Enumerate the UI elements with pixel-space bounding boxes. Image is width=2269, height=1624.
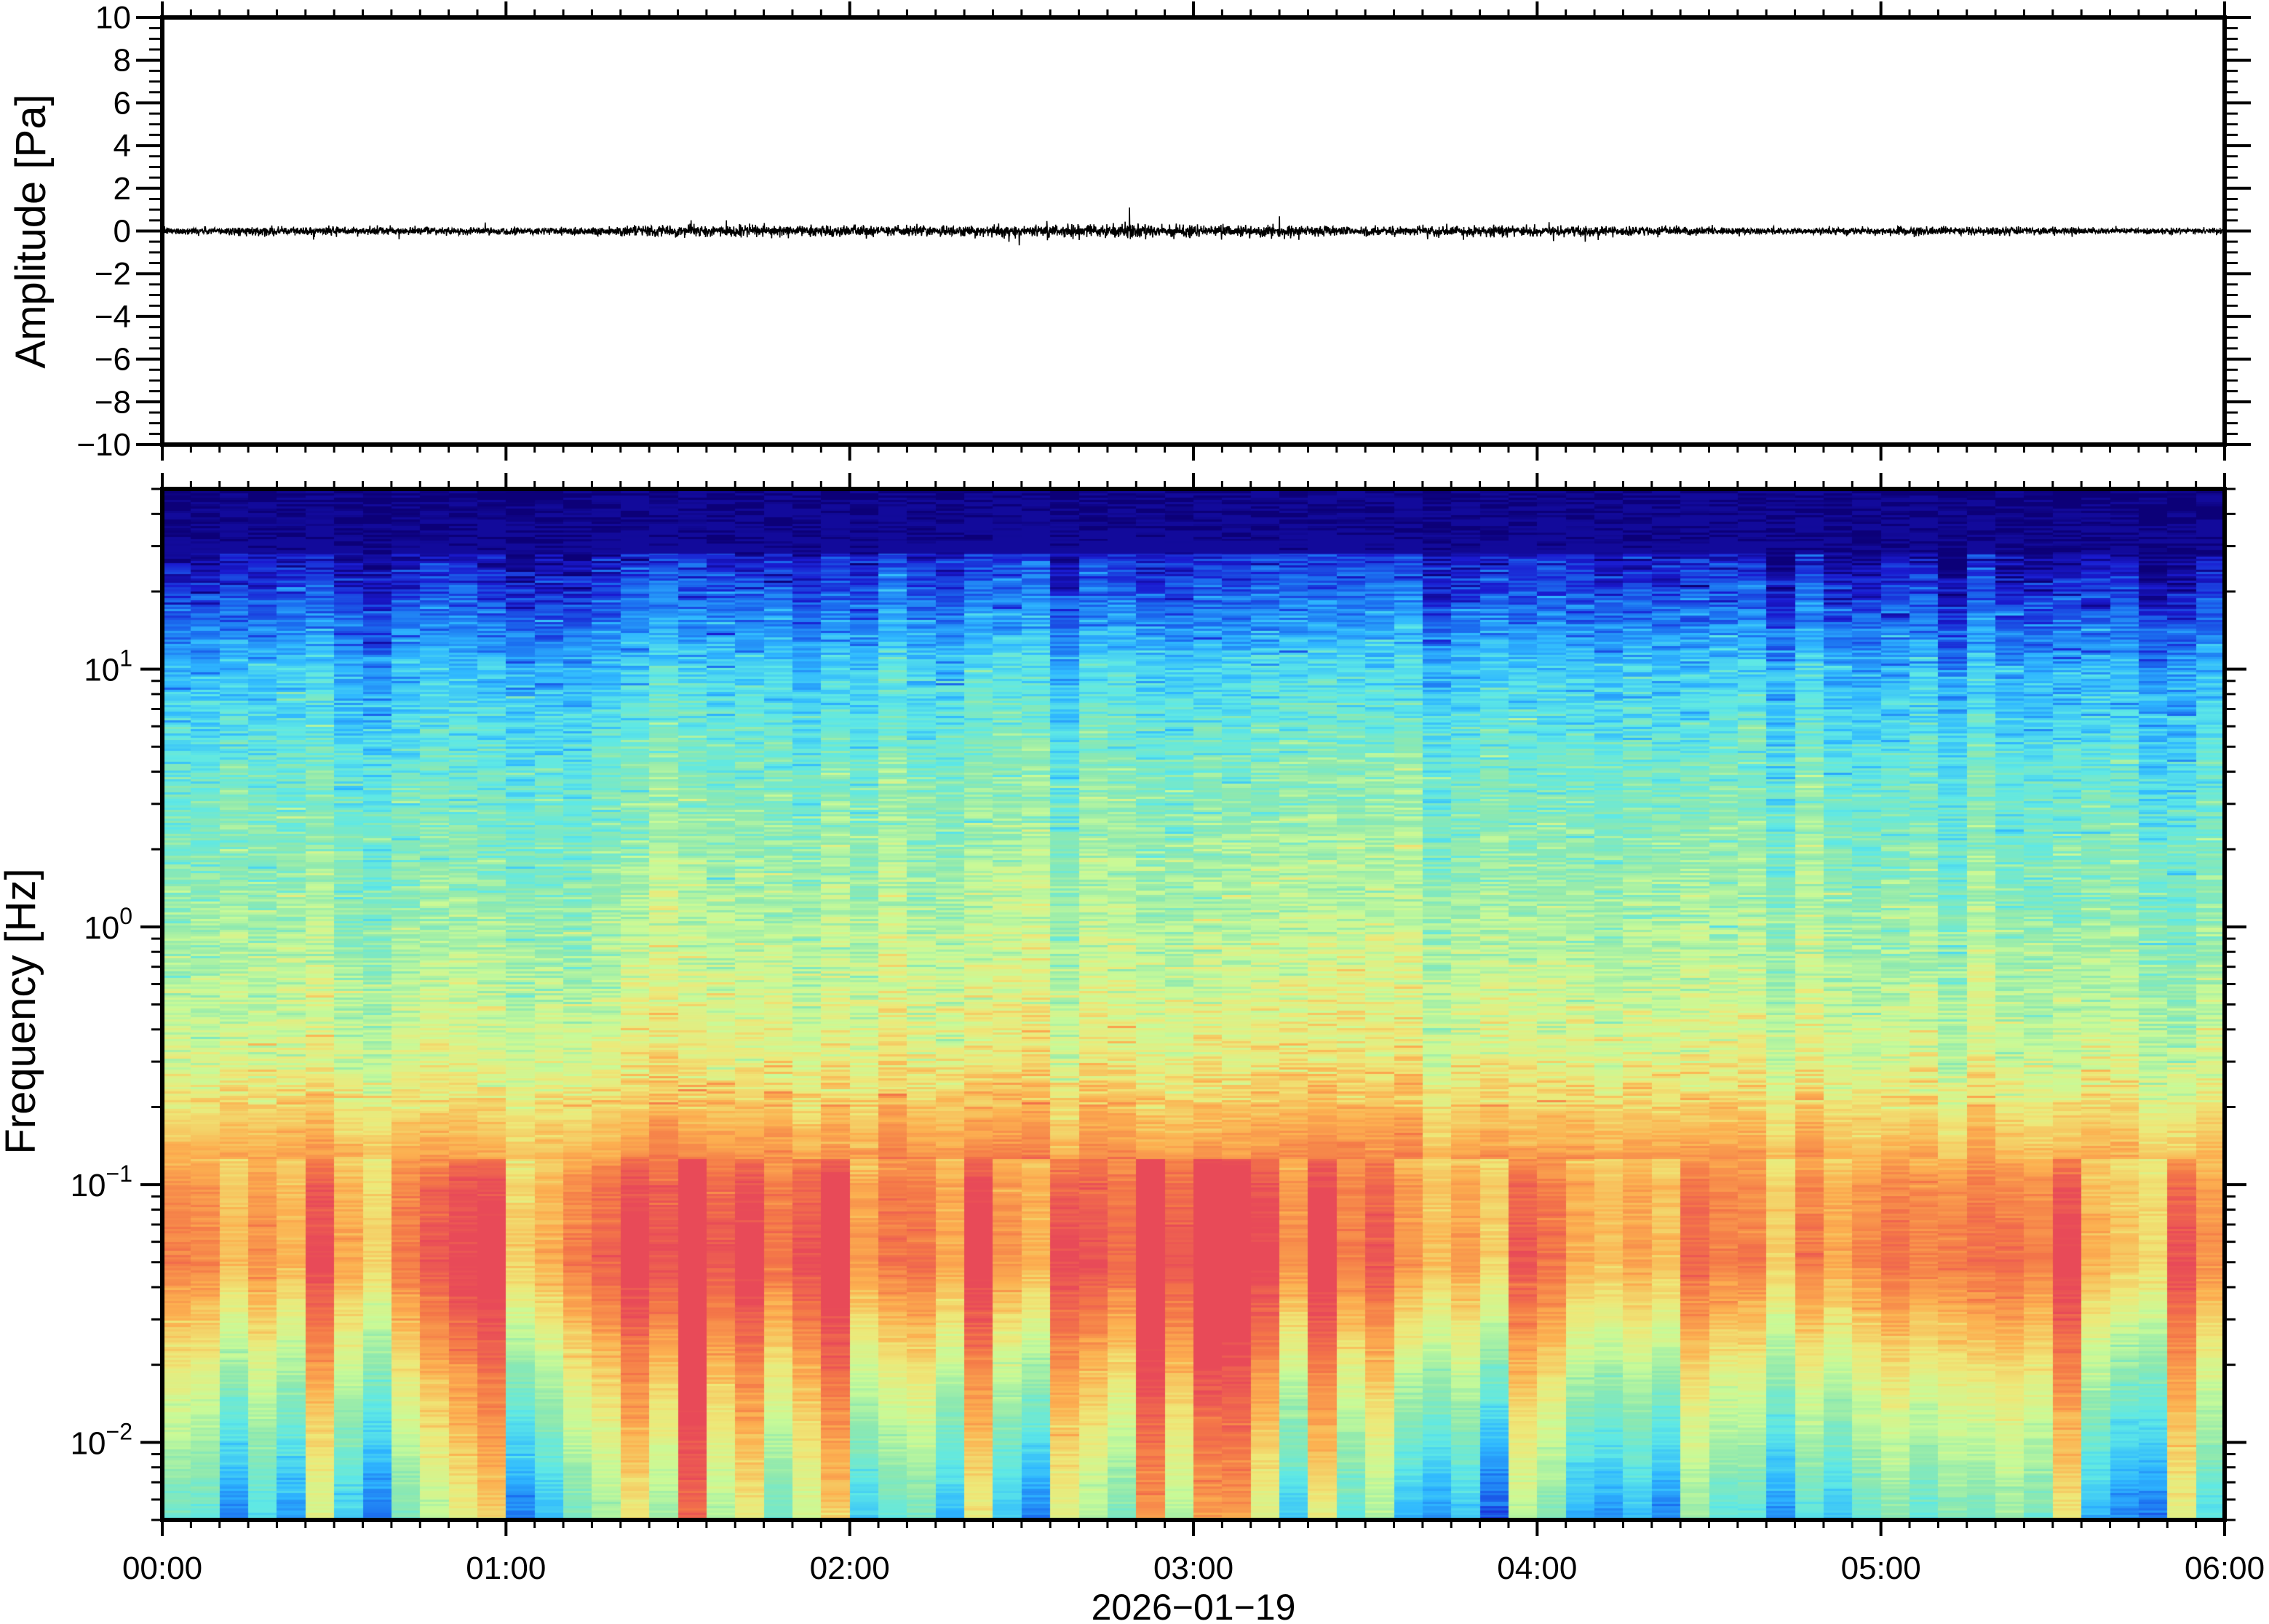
x-tick-label: 04:00: [1497, 1551, 1577, 1586]
amplitude-tick-label: 6: [114, 85, 131, 121]
date-axis-title: 2026−01−19: [1092, 1587, 1296, 1624]
x-tick-label: 00:00: [122, 1551, 202, 1586]
frequency-tick-label: 10−1: [71, 1161, 132, 1203]
amplitude-axis-title: Amplitude [Pa]: [7, 94, 55, 368]
x-tick-label: 03:00: [1153, 1551, 1233, 1586]
amplitude-tick-label: −6: [95, 342, 131, 378]
amplitude-tick-label: 2: [114, 171, 131, 207]
x-tick-label: 02:00: [810, 1551, 890, 1586]
amplitude-tick-label: 8: [114, 43, 131, 79]
spectrogram-frame: [160, 487, 2227, 1522]
amplitude-tick-label: −10: [76, 427, 131, 463]
frequency-axis-title: Frequency [Hz]: [0, 868, 44, 1154]
x-tick-label: 01:00: [466, 1551, 546, 1586]
frequency-tick-label: 100: [84, 903, 132, 946]
frequency-tick-label: 101: [84, 645, 132, 688]
amplitude-tick-label: −2: [95, 256, 131, 292]
amplitude-tick-label: −4: [95, 299, 131, 335]
waveform-panel: [160, 15, 2227, 447]
axis-ticks: [136, 1, 2251, 1536]
x-tick-label: 05:00: [1841, 1551, 1921, 1586]
amplitude-tick-label: −8: [95, 384, 131, 420]
amplitude-tick-label: 10: [95, 0, 131, 36]
x-tick-label: 06:00: [2185, 1551, 2265, 1586]
spectrogram-heatmap: [162, 489, 2225, 1520]
tick-labels: 00:00 01:00 02:00 03:00 04:00 05:00 06:00 10 8 6 4…: [71, 0, 2265, 1586]
waveform-line: [164, 207, 2223, 246]
frequency-tick-label: 10−2: [71, 1418, 132, 1461]
amplitude-tick-label: 0: [114, 214, 131, 250]
amplitude-tick-label: 4: [114, 128, 131, 164]
